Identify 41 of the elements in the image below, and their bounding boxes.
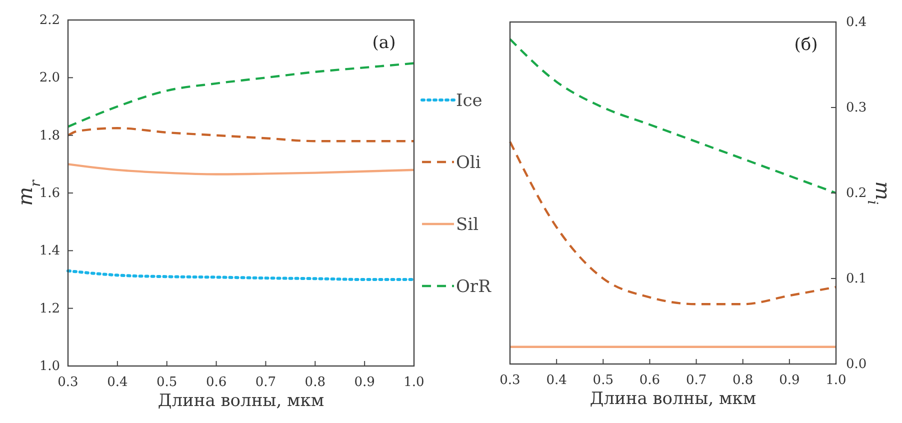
y-tick-label: 1.4: [39, 244, 60, 259]
x-tick-label: 0.6: [639, 373, 660, 388]
legend-label: Oli: [456, 153, 482, 173]
x-tick-label: 0.5: [156, 375, 178, 390]
y2-tick-label: 0.3: [846, 100, 867, 116]
y-tick-label: 1.8: [39, 128, 60, 144]
x-tick-label: 0.8: [732, 373, 754, 388]
y-tick-label: 2.2: [39, 13, 60, 28]
line-series: [508, 38, 838, 194]
x-tick-label: 0.6: [206, 375, 227, 390]
x-tick-label: 0.5: [592, 373, 614, 388]
legend-label: Ice: [456, 91, 482, 111]
line-series: [66, 269, 416, 281]
x-tick-label: 0.3: [500, 373, 520, 388]
line-series: [66, 163, 416, 176]
annotation: (б): [794, 35, 818, 55]
x-tick-label: 1.0: [404, 375, 424, 390]
line-series: [66, 127, 416, 142]
y-tick-label: 1.0: [39, 359, 60, 374]
y2-tick-label: 0.2: [846, 186, 867, 201]
annotation: (a): [372, 33, 396, 53]
y2-tick-label: 0.4: [846, 15, 867, 30]
x-tick-label: 0.7: [686, 373, 707, 388]
x-tick-label: 0.4: [546, 373, 567, 388]
legend-label: Sil: [456, 215, 479, 235]
x-tick-label: 0.4: [107, 375, 128, 390]
y2-tick-label: 0.1: [846, 272, 867, 286]
x-tick-label: 0.9: [779, 373, 800, 388]
y-tick-label: 2.0: [39, 70, 60, 86]
line-series: [66, 62, 416, 128]
x-tick-label: 0.3: [58, 375, 78, 390]
y-tick-label: 1.2: [39, 301, 60, 316]
x-axis-title: Длина волны, мкм: [158, 391, 324, 411]
x-tick-label: 0.9: [354, 375, 375, 390]
x-tick-label: 0.7: [255, 375, 276, 390]
x-axis-title: Длина волны, мкм: [590, 389, 756, 409]
y2-tick-label: 0.0: [846, 357, 867, 372]
x-tick-label: 0.8: [304, 375, 326, 390]
line-series: [508, 140, 838, 306]
legend-label: OrR: [456, 277, 492, 297]
x-tick-label: 1.0: [826, 373, 846, 388]
